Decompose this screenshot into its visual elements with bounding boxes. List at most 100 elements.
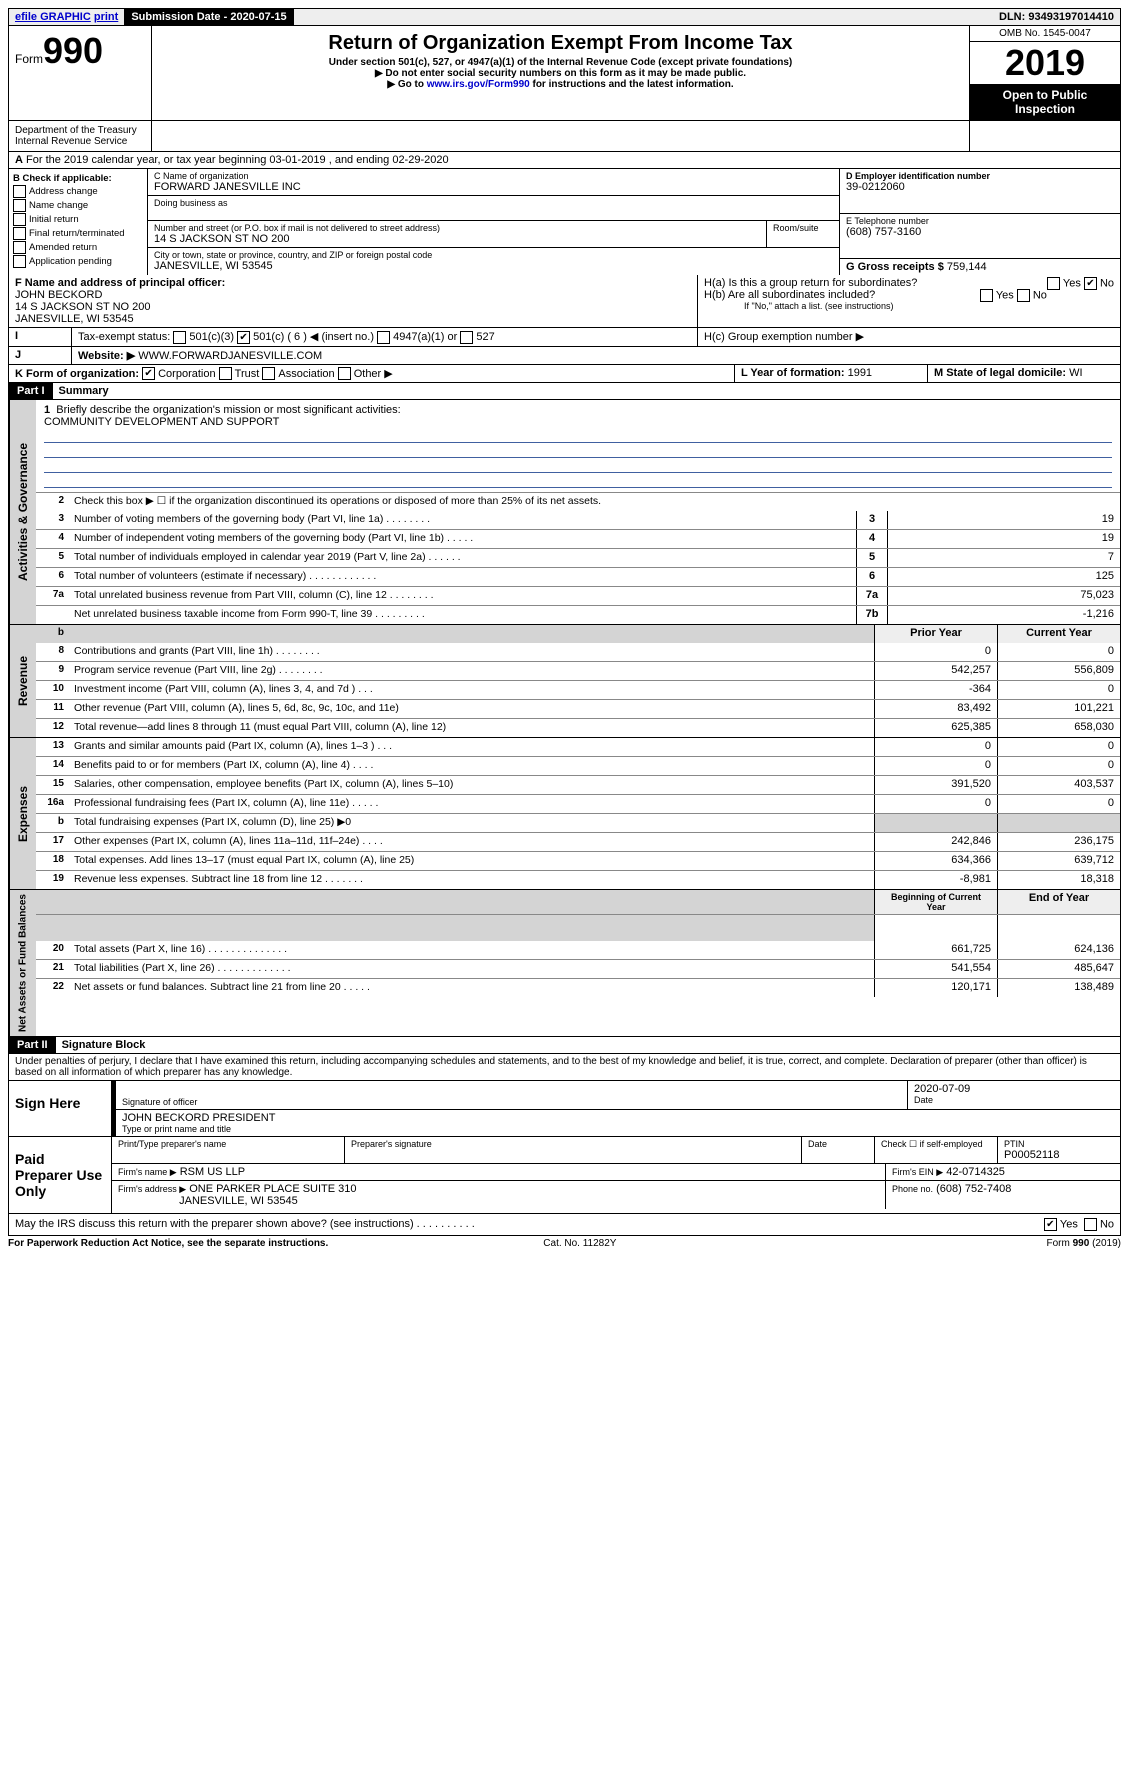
room-label: Room/suite: [773, 223, 833, 233]
part1-title: Summary: [53, 385, 109, 397]
line-amt: 7: [887, 549, 1120, 567]
line-desc: Net assets or fund balances. Subtract li…: [70, 979, 874, 997]
curr-amt: [997, 814, 1120, 832]
firm-lbl: Firm's name ▶: [118, 1167, 177, 1177]
prior-amt: [874, 814, 997, 832]
prior-amt: 542,257: [874, 662, 997, 680]
k-3: Other ▶: [354, 368, 393, 380]
curr-amt: 18,318: [997, 871, 1120, 889]
year-cell: OMB No. 1545-0047 2019 Open to Public In…: [969, 26, 1120, 120]
curr-amt: 138,489: [997, 979, 1120, 997]
line-box: 6: [856, 568, 887, 586]
side-gov: Activities & Governance: [9, 400, 36, 624]
box-b-item[interactable]: Final return/terminated: [13, 227, 143, 240]
phone: (608) 757-3160: [846, 226, 1114, 238]
form-990: 990: [43, 30, 103, 71]
hdr-curr: Current Year: [997, 625, 1120, 643]
firm-phone: (608) 752-7408: [936, 1183, 1011, 1195]
box-c-name: C Name of organization FORWARD JANESVILL…: [148, 169, 839, 196]
j-label: Website: ▶: [78, 350, 135, 362]
prior-amt: 625,385: [874, 719, 997, 737]
line-desc: Total fundraising expenses (Part IX, col…: [70, 814, 874, 832]
line-desc: Salaries, other compensation, employee b…: [70, 776, 874, 794]
hdr-beg: Beginning of Current Year: [874, 890, 997, 914]
k-2: Association: [278, 368, 334, 380]
prior-amt: 634,366: [874, 852, 997, 870]
city: JANESVILLE, WI 53545: [154, 260, 833, 272]
line-desc: Contributions and grants (Part VIII, lin…: [70, 643, 874, 661]
line-desc: Total number of individuals employed in …: [70, 549, 856, 567]
firm-addr-lbl: Firm's address ▶: [118, 1184, 186, 1194]
line-desc: Total revenue—add lines 8 through 11 (mu…: [70, 719, 874, 737]
perjury: Under penalties of perjury, I declare th…: [9, 1054, 1120, 1080]
curr-amt: 236,175: [997, 833, 1120, 851]
k-label: K Form of organization:: [15, 368, 139, 380]
box-b-item[interactable]: Name change: [13, 199, 143, 212]
title-cell: Return of Organization Exempt From Incom…: [152, 26, 969, 120]
curr-amt: 0: [997, 643, 1120, 661]
box-k: K Form of organization: ✔Corporation Tru…: [9, 365, 735, 383]
sign-here: Sign Here: [9, 1081, 112, 1136]
omb: OMB No. 1545-0047: [970, 26, 1120, 42]
i-opt-1: 501(c) ( 6 ) ◀ (insert no.): [253, 331, 374, 343]
irs-link[interactable]: www.irs.gov/Form990: [427, 79, 530, 90]
l-val: 1991: [848, 367, 872, 379]
form-foot: Form 990 (2019): [1047, 1238, 1121, 1249]
officer-addr2: JANESVILLE, WI 53545: [15, 313, 691, 325]
line-amt: -1,216: [887, 606, 1120, 624]
box-i: Tax-exempt status: 501(c)(3) ✔501(c) ( 6…: [72, 328, 698, 346]
h-c: H(c) Group exemption number ▶: [698, 328, 1120, 346]
open-inspection: Open to Public Inspection: [970, 84, 1120, 120]
ha-text: H(a) Is this a group return for subordin…: [704, 277, 917, 289]
curr-amt: 639,712: [997, 852, 1120, 870]
self-emp: Check ☐ if self-employed: [875, 1137, 998, 1163]
line-desc: Total expenses. Add lines 13–17 (must eq…: [70, 852, 874, 870]
part1-hdr: Part I: [9, 383, 53, 399]
firm-ein: 42-0714325: [946, 1166, 1005, 1178]
curr-amt: 0: [997, 795, 1120, 813]
pra: For Paperwork Reduction Act Notice, see …: [8, 1238, 328, 1249]
line-desc: Total assets (Part X, line 16) . . . . .…: [70, 941, 874, 959]
line-desc: Number of voting members of the governin…: [70, 511, 856, 529]
line-desc: Other expenses (Part IX, column (A), lin…: [70, 833, 874, 851]
box-b-item[interactable]: Initial return: [13, 213, 143, 226]
side-exp: Expenses: [9, 738, 36, 889]
name-type-label: Type or print name and title: [122, 1124, 1114, 1134]
org-name: FORWARD JANESVILLE INC: [154, 181, 833, 193]
line-box: 3: [856, 511, 887, 529]
sub3-post: for instructions and the latest informat…: [530, 79, 734, 90]
curr-amt: 0: [997, 757, 1120, 775]
ein: 39-0212060: [846, 181, 1114, 193]
box-b-item[interactable]: Application pending: [13, 255, 143, 268]
line-desc: Other revenue (Part VIII, column (A), li…: [70, 700, 874, 718]
gross-label: G Gross receipts $: [846, 261, 944, 273]
line-desc: Total liabilities (Part X, line 26) . . …: [70, 960, 874, 978]
subtitle-3: ▶ Go to www.irs.gov/Form990 for instruct…: [156, 79, 965, 90]
line-desc: Program service revenue (Part VIII, line…: [70, 662, 874, 680]
prep-name-lbl: Print/Type preparer's name: [112, 1137, 345, 1163]
line-desc: Investment income (Part VIII, column (A)…: [70, 681, 874, 699]
efile-link[interactable]: efile GRAPHIC: [15, 11, 91, 23]
prior-amt: 391,520: [874, 776, 997, 794]
i-opt-0: 501(c)(3): [189, 331, 234, 343]
subtitle-1: Under section 501(c), 527, or 4947(a)(1)…: [156, 57, 965, 68]
hb-text: H(b) Are all subordinates included?: [704, 289, 875, 301]
dept: Department of the Treasury Internal Reve…: [9, 121, 152, 151]
m-val: WI: [1069, 367, 1082, 379]
curr-amt: 0: [997, 738, 1120, 756]
sub3-pre: ▶ Go to: [387, 79, 426, 90]
box-b-title: B Check if applicable:: [13, 173, 143, 184]
i-opt-2: 4947(a)(1) or: [393, 331, 457, 343]
firm-phone-lbl: Phone no.: [892, 1184, 933, 1194]
line-box: 7b: [856, 606, 887, 624]
box-b-item[interactable]: Address change: [13, 185, 143, 198]
side-rev: Revenue: [9, 625, 36, 737]
hdr-prior: Prior Year: [874, 625, 997, 643]
print-link[interactable]: print: [94, 11, 118, 23]
line-box: 7a: [856, 587, 887, 605]
line-box: 5: [856, 549, 887, 567]
box-b-item[interactable]: Amended return: [13, 241, 143, 254]
curr-amt: 0: [997, 681, 1120, 699]
line-amt: 125: [887, 568, 1120, 586]
curr-amt: 658,030: [997, 719, 1120, 737]
